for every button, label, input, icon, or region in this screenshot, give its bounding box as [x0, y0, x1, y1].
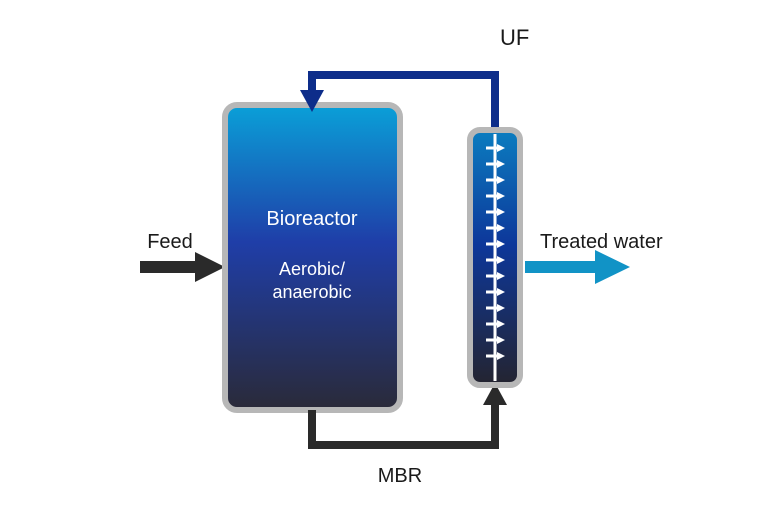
bioreactor-sub2: anaerobic	[272, 282, 351, 302]
mbr-process-diagram: Feed Bioreactor Aerobic/ anaerobic MBR U…	[0, 0, 780, 520]
uf-unit	[470, 130, 520, 385]
feed-label: Feed	[147, 231, 193, 253]
treated-water-label: Treated water	[540, 231, 663, 253]
bioreactor-title: Bioreactor	[266, 208, 357, 230]
mbr-label: MBR	[378, 465, 422, 487]
feed-arrow	[140, 252, 225, 282]
treated-water-arrow	[525, 250, 630, 284]
bioreactor-box: Bioreactor Aerobic/ anaerobic	[225, 105, 400, 410]
bioreactor-sub1: Aerobic/	[279, 259, 345, 279]
uf-label: UF	[500, 25, 529, 50]
